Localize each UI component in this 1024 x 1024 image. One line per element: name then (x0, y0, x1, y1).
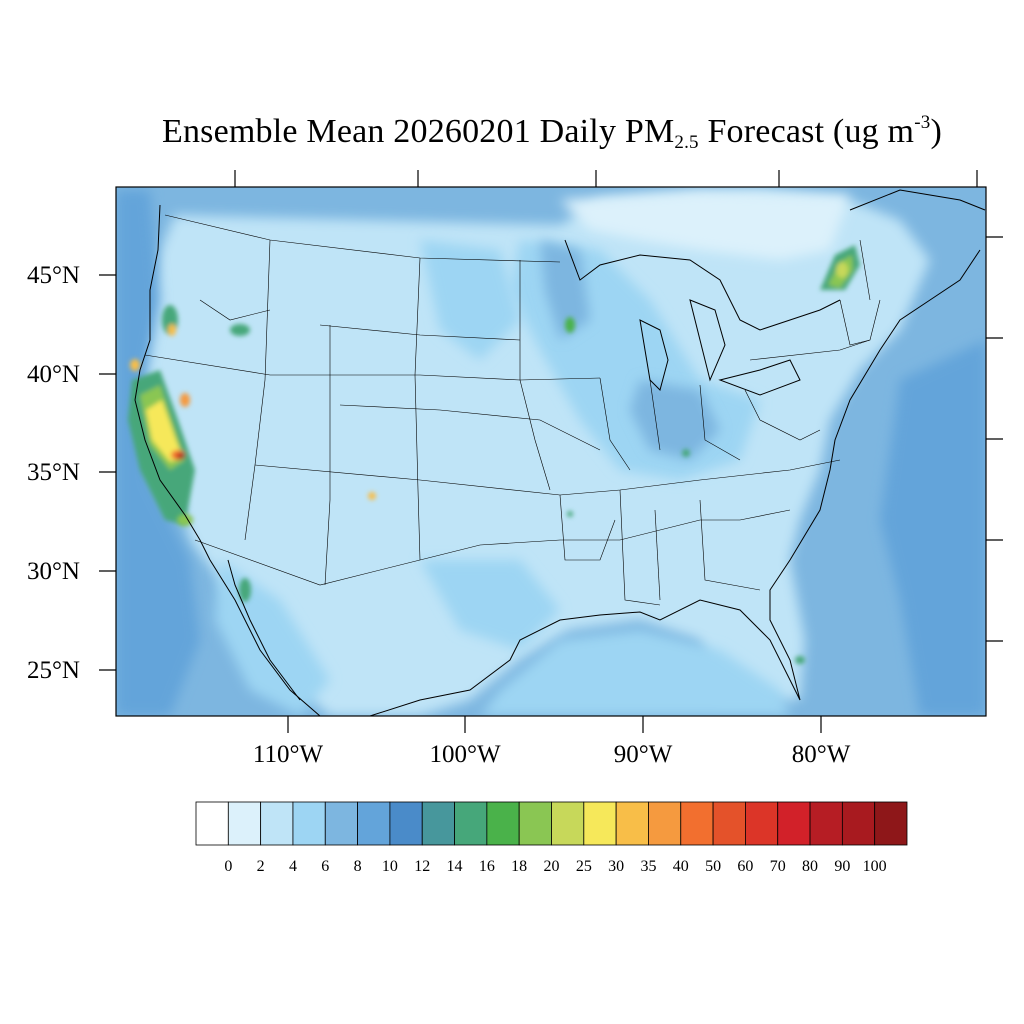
lat-label-25: 25°N (27, 657, 80, 684)
colorbar-tick-label: 70 (770, 858, 786, 875)
colorbar-tick-label: 25 (576, 858, 592, 875)
colorbar-swatch (712, 801, 746, 846)
map-frame (115, 186, 987, 717)
colorbar-tick-label: 80 (802, 858, 818, 875)
colorbar-tick-label: 60 (737, 858, 753, 875)
colorbar-swatch (518, 801, 552, 846)
colorbar-swatch (421, 801, 455, 846)
colorbar-tick-label: 14 (447, 858, 463, 875)
colorbar-swatch (486, 801, 520, 846)
vermont-hotspot (820, 245, 860, 290)
colorbar-swatch (648, 801, 682, 846)
colorbar-tick-label: 6 (321, 858, 329, 875)
colorbar-tick-label: 2 (257, 858, 265, 875)
colorbar-swatch (292, 801, 326, 846)
bottom-ticks (287, 716, 822, 733)
title-suffix: ) (930, 113, 942, 150)
colorbar-tick-label: 30 (608, 858, 624, 875)
colorbar-swatch (841, 801, 876, 846)
colorbar-tick-label: 18 (511, 858, 527, 875)
lon-label-110: 110°W (253, 741, 324, 768)
lat-labels: 45°N 40°N 35°N 30°N 25°N (27, 262, 80, 684)
colorbar-swatch (260, 801, 294, 846)
left-ticks (99, 274, 116, 671)
colorbar-tick-label: 90 (834, 858, 850, 875)
title-middle: Forecast (ug m (698, 113, 915, 150)
oregon-hotspots (130, 305, 805, 664)
colorbar-swatch (583, 801, 617, 846)
colorbar-swatch (551, 801, 585, 846)
colorbar-tick-label: 10 (382, 858, 398, 875)
colorbar-tick-label: 4 (289, 858, 297, 875)
lon-label-100: 100°W (429, 741, 500, 768)
lat-label-40: 40°N (27, 361, 80, 388)
colorbar-tick-label: 12 (414, 858, 430, 875)
colorbar-tick-label: 8 (354, 858, 362, 875)
coastlines (134, 189, 986, 716)
pacific-coast-field (116, 190, 200, 716)
canada-light-field (560, 190, 850, 260)
title-prefix: Ensemble Mean 20260201 Daily PM (162, 113, 675, 150)
colorbar-swatch (324, 801, 358, 846)
lon-label-90: 90°W (614, 741, 673, 768)
colorbar-tick-label: 0 (224, 858, 232, 875)
atlantic-dark-field (880, 340, 986, 716)
colorbar-swatch (745, 801, 779, 846)
colorbar-swatch (809, 801, 843, 846)
california-hotspot (128, 370, 195, 525)
colorbar-swatch (357, 801, 391, 846)
colorbar-swatch (454, 801, 488, 846)
right-ticks (986, 236, 1003, 642)
ohio-valley-field (630, 380, 720, 460)
colorbar-swatch (874, 801, 908, 846)
colorbar-swatch (680, 801, 714, 846)
map-title: Ensemble Mean 20260201 Daily PM2.5 Forec… (0, 112, 1024, 154)
colorbar-tick-label: 20 (544, 858, 560, 875)
lon-labels: 110°W 100°W 90°W 80°W (253, 741, 851, 768)
map-field (116, 187, 986, 716)
colorbar-swatch (777, 801, 811, 846)
lon-label-80: 80°W (792, 741, 851, 768)
colorbar-tick-label: 50 (705, 858, 721, 875)
lat-label-35: 35°N (27, 459, 80, 486)
colorbar-tick-label: 100 (863, 858, 887, 875)
colorbar-tick-label: 16 (479, 858, 495, 875)
wi-field (540, 240, 590, 340)
texas-field (420, 560, 560, 650)
colorbar-swatch (389, 801, 423, 846)
colorbar-swatch (227, 801, 262, 846)
colorbar-swatch (195, 801, 229, 846)
colorbar-labels: 0 2 4 6 8 10 12 14 16 18 20 25 30 35 40 50 60 70 80 90 100 (224, 858, 886, 875)
colorbar (195, 801, 908, 846)
colorbar-swatch (615, 801, 649, 846)
colorbar-tick-label: 40 (673, 858, 689, 875)
title-superscript: -3 (914, 112, 931, 133)
title-subscript: 2.5 (674, 132, 699, 153)
gulf-field (480, 630, 790, 716)
plains-field (420, 240, 520, 360)
land-field (140, 190, 930, 716)
colorbar-tick-label: 35 (640, 858, 656, 875)
top-ticks (234, 170, 978, 187)
lat-label-45: 45°N (27, 262, 80, 289)
lat-label-30: 30°N (27, 558, 80, 585)
state-borders (144, 214, 881, 606)
